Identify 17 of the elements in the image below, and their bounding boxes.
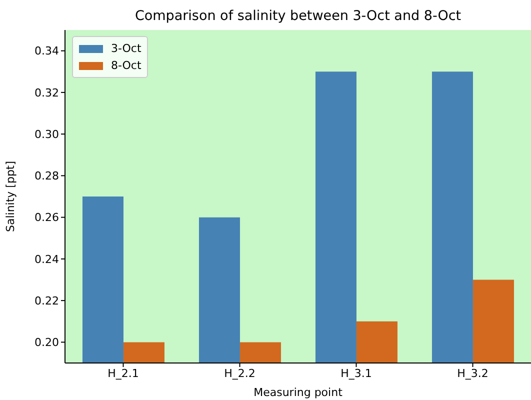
y-tick-label: 0.22 <box>34 294 59 308</box>
legend-label: 3-Oct <box>111 41 142 57</box>
chart-title: Comparison of salinity between 3-Oct and 8-Oct <box>134 8 462 24</box>
y-tick-label: 0.32 <box>34 86 59 100</box>
x-tick-label: H_3.2 <box>457 366 488 380</box>
x-tick-label: H_2.2 <box>224 366 256 380</box>
x-tick-label: H_3.1 <box>340 366 372 380</box>
y-tick-label: 0.20 <box>34 336 59 350</box>
y-tick-label: 0.26 <box>34 211 59 224</box>
y-tick-label: 0.28 <box>34 170 59 183</box>
y-tick-label: 0.30 <box>34 128 59 141</box>
y-tick-label: 0.34 <box>34 44 59 58</box>
y-tick-label: 0.24 <box>34 252 59 266</box>
x-axis-title: Measuring point <box>254 386 344 399</box>
legend-label: 8-Oct <box>111 58 142 74</box>
y-axis-title: Salinity [ppt] <box>4 160 17 232</box>
x-tick-label: H_2.1 <box>108 366 139 380</box>
